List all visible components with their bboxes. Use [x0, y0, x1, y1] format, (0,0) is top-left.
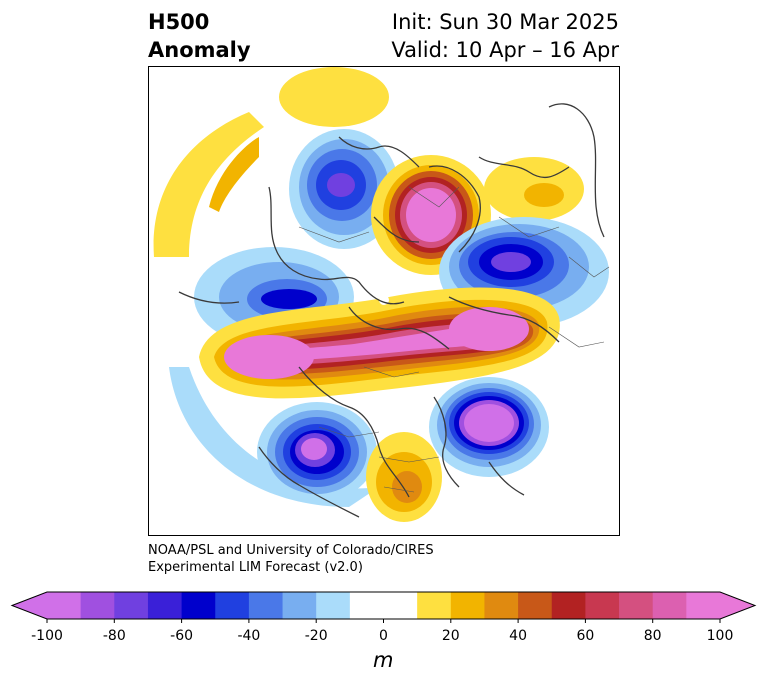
credit-line-1: NOAA/PSL and University of Colorado/CIRE…	[148, 543, 434, 558]
title-field: Anomaly	[148, 38, 251, 62]
colorbar-unit: m	[373, 648, 394, 672]
colorbar-ticks: -100 -80 -60 -40 -20 0 20 40 60 80 100	[0, 628, 768, 648]
colorbar-segment	[47, 592, 82, 619]
init-date: Init: Sun 30 Mar 2025	[391, 10, 619, 34]
anomaly-positive-north	[279, 67, 389, 127]
anomaly-positive-southeast-us	[366, 432, 442, 522]
colorbar-tick-label: -80	[102, 628, 126, 644]
colorbar-segment	[484, 592, 519, 619]
colorbar-segment	[316, 592, 351, 619]
colorbar-segment	[518, 592, 553, 619]
valid-range: Valid: 10 Apr – 16 Apr	[391, 38, 619, 62]
colorbar-tick-label: -40	[237, 628, 261, 644]
colorbar-tick-label: 20	[441, 628, 460, 644]
colorbar-segment	[383, 592, 418, 619]
colorbar-segment	[349, 592, 384, 619]
colorbar-tick-label: 100	[706, 628, 734, 644]
colorbar-extend-high	[720, 592, 755, 619]
credit-text: NOAA/PSL and University of Colorado/CIRE…	[148, 542, 434, 576]
anomaly-negative-central-asia	[429, 377, 549, 477]
colorbar-segment	[215, 592, 250, 619]
anomaly-map-svg	[153, 67, 610, 522]
colorbar-extend-low	[12, 592, 47, 619]
credit-line-2: Experimental LIM Forecast (v2.0)	[148, 560, 363, 575]
colorbar-tick-label: 0	[379, 628, 388, 644]
colorbar-segment	[585, 592, 620, 619]
anomaly-map	[148, 66, 620, 536]
colorbar-tick-label: 80	[643, 628, 662, 644]
anomaly-positive-europe-north	[484, 157, 584, 221]
colorbar-segment	[686, 592, 721, 619]
colorbar-segment	[652, 592, 687, 619]
colorbar-segment	[551, 592, 586, 619]
colorbar-segment	[619, 592, 654, 619]
colorbar-segment	[248, 592, 284, 619]
forecast-dates: Init: Sun 30 Mar 2025 Valid: 10 Apr – 16…	[391, 8, 619, 64]
colorbar-tick-label: -60	[170, 628, 194, 644]
anomaly-negative-east-siberia	[289, 129, 399, 249]
coastlines	[178, 103, 605, 518]
colorbar-tick-label: 40	[509, 628, 528, 644]
title-variable: H500	[148, 10, 210, 34]
colorbar-tick-label: -100	[31, 628, 63, 644]
colorbar	[0, 588, 768, 628]
anomaly-positive-arctic-band	[199, 287, 560, 399]
colorbar-segment	[181, 592, 216, 619]
colorbar-segment	[80, 592, 115, 619]
colorbar-segment	[417, 592, 452, 619]
colorbar-segment	[114, 592, 149, 619]
anomaly-negative-west-us	[257, 402, 377, 502]
colorbar-segment	[147, 592, 183, 619]
colorbar-tick-label: -20	[304, 628, 328, 644]
colorbar-svg	[10, 591, 757, 623]
colorbar-segment	[282, 592, 317, 619]
borders	[298, 186, 610, 493]
anomaly-positive-pacific-arc	[153, 112, 264, 257]
map-title: H500 Anomaly	[148, 8, 251, 64]
colorbar-tick-label: 60	[576, 628, 595, 644]
colorbar-segment	[450, 592, 485, 619]
